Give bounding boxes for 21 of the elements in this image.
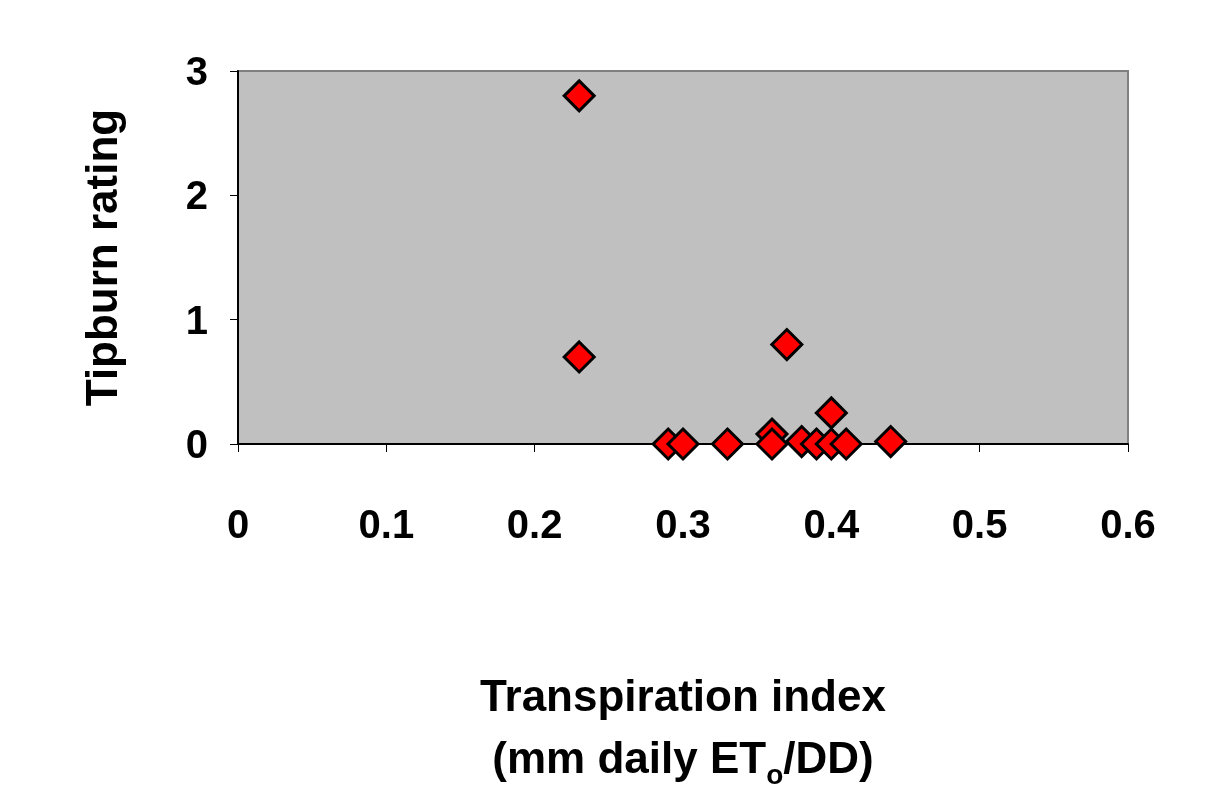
point: [666, 427, 700, 461]
x-tick-label: 0.3: [655, 502, 711, 546]
y-tick-label: 3: [185, 49, 208, 93]
point: [562, 340, 596, 374]
x-tick-label: 0.2: [506, 502, 563, 546]
point: [711, 427, 744, 461]
x-tick-label: 0.4: [803, 502, 860, 546]
y-tick-label: 0: [185, 422, 208, 466]
y-tick-label: 1: [185, 297, 208, 342]
point: [814, 396, 848, 430]
y-axis-title: Tipburn rating: [76, 108, 126, 407]
point: [770, 328, 804, 362]
x-tick-label: 0.5: [951, 502, 1008, 546]
x-tick-label: 0.6: [1100, 502, 1156, 546]
x-tick-label: 0.1: [358, 502, 415, 546]
point: [755, 427, 789, 461]
point: [829, 427, 863, 461]
x-tick-label: 0: [226, 502, 250, 546]
point: [874, 425, 908, 459]
point: [562, 79, 596, 113]
y-tick-label: 2: [185, 173, 208, 218]
